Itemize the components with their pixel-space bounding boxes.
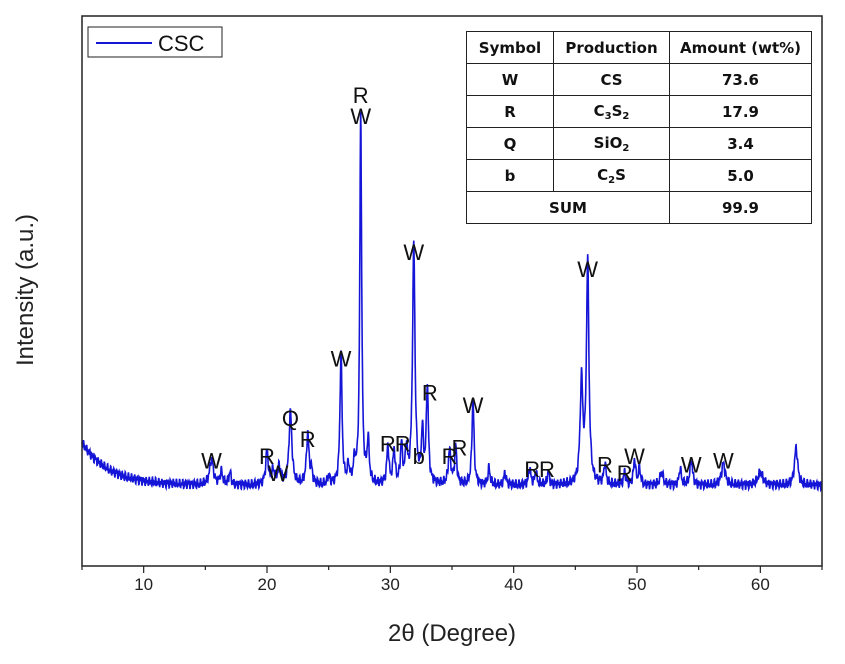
peak-label: W	[463, 393, 484, 418]
peak-label: W	[331, 346, 352, 371]
x-tick-label: 20	[258, 575, 277, 594]
header-symbol: Symbol	[466, 31, 554, 64]
cell-symbol: R	[466, 95, 554, 128]
cell-symbol: W	[466, 63, 554, 96]
legend: CSC	[87, 26, 223, 58]
peak-label: R	[300, 427, 316, 452]
peak-label: W	[681, 453, 702, 478]
y-axis-title: Intensity (a.u.)	[12, 214, 39, 366]
cell-production: SiO2	[553, 127, 670, 160]
peak-label: R	[451, 436, 467, 461]
table-row: Q SiO2 3.4	[466, 127, 812, 160]
cell-production: CS	[553, 63, 670, 96]
cell-amount: 17.9	[669, 95, 812, 128]
cell-amount: 5.0	[669, 159, 812, 192]
peak-label: W	[350, 104, 371, 129]
peak-label: R	[422, 380, 438, 405]
peak-label: W	[577, 257, 598, 282]
peak-label: R	[259, 444, 275, 469]
legend-label: CSC	[158, 31, 205, 56]
x-tick-label: 60	[751, 575, 770, 594]
header-production: Production	[553, 31, 670, 64]
series-line-csc	[81, 111, 823, 493]
table-header-row: Symbol Production Amount (wt%)	[466, 31, 812, 64]
peak-label: R	[539, 457, 555, 482]
peak-label: R	[617, 461, 633, 486]
peak-label: R	[353, 83, 369, 108]
x-tick-label: 40	[504, 575, 523, 594]
sum-value: 99.9	[669, 191, 812, 224]
table-row: R C3S2 17.9	[466, 95, 812, 128]
peak-label: R	[395, 431, 411, 456]
peak-label: W	[403, 240, 424, 265]
peak-label: R	[597, 453, 613, 478]
sum-label: SUM	[466, 191, 670, 224]
table-row: W CS 73.6	[466, 63, 812, 96]
peak-label: W	[268, 461, 289, 486]
peak-label: W	[201, 448, 222, 473]
peak-label: W	[624, 444, 645, 469]
cell-production: C3S2	[553, 95, 670, 128]
cell-symbol: Q	[466, 127, 554, 160]
table-sum-row: SUM 99.9	[466, 191, 812, 224]
peak-label: R	[442, 444, 458, 469]
x-axis-title: 2θ (Degree)	[388, 620, 516, 647]
header-amount: Amount (wt%)	[669, 31, 812, 64]
x-tick-label: 30	[381, 575, 400, 594]
x-tick-label: 50	[628, 575, 647, 594]
cell-amount: 73.6	[669, 63, 812, 96]
peak-label: R	[380, 431, 396, 456]
peak-label: b	[413, 444, 425, 469]
peak-label: Q	[282, 406, 299, 431]
cell-production: C2S	[553, 159, 670, 192]
peak-label: W	[713, 448, 734, 473]
table-row: b C2S 5.0	[466, 159, 812, 192]
x-tick-label: 10	[134, 575, 153, 594]
cell-amount: 3.4	[669, 127, 812, 160]
cell-symbol: b	[466, 159, 554, 192]
peak-label: R	[524, 457, 540, 482]
phase-composition-table: Symbol Production Amount (wt%) W CS 73.6 R C…	[466, 31, 812, 224]
